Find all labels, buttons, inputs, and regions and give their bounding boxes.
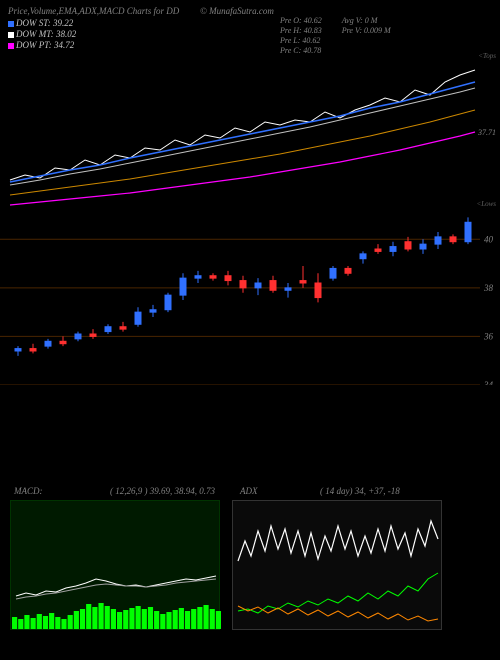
line-price-label: 37.71: [478, 128, 496, 137]
legend-marker-icon: [8, 21, 14, 27]
macd-label: MACD:: [14, 486, 43, 496]
legend-item: DOW MT: 38.02: [8, 29, 76, 40]
legend-text: DOW PT: 34.72: [16, 40, 74, 50]
candlestick-chart: 34 36 38 40: [0, 215, 500, 385]
legend-text: DOW MT: 38.02: [16, 29, 76, 39]
adx-label: ADX: [240, 486, 258, 496]
stat-line: Pre L: 40.62: [280, 36, 322, 46]
title-left: Price,Volume,EMA,ADX,MACD Charts for DD: [8, 6, 179, 16]
stat-line: Pre V: 0.009 M: [342, 26, 391, 36]
stat-line: Pre O: 40.62: [280, 16, 322, 26]
macd-panel: [10, 500, 220, 630]
legend-text: DOW ST: 39.22: [16, 18, 73, 28]
adx-panel: [232, 500, 442, 630]
chart-header: Price,Volume,EMA,ADX,MACD Charts for DD …: [0, 4, 500, 44]
adx-values: ( 14 day) 34, +37, -18: [320, 486, 400, 496]
svg-text:40: 40: [484, 234, 494, 244]
legend-marker-icon: [8, 43, 14, 49]
svg-text:38: 38: [483, 283, 494, 293]
svg-text:36: 36: [483, 331, 494, 341]
side-lows: <Lows: [476, 200, 496, 208]
legend-marker-icon: [8, 32, 14, 38]
legend: DOW ST: 39.22DOW MT: 38.02DOW PT: 34.72: [8, 18, 76, 51]
legend-item: DOW ST: 39.22: [8, 18, 76, 29]
stat-line: Avg V: 0 M: [342, 16, 391, 26]
stat-line: Pre H: 40.83: [280, 26, 322, 36]
svg-text:34: 34: [483, 380, 494, 385]
stats-column: Avg V: 0 MPre V: 0.009 M: [342, 16, 391, 36]
price-line-chart: <Tops <Lows 37.71: [0, 50, 500, 210]
macd-values: ( 12,26,9 ) 39.69, 38.94, 0.73: [110, 486, 215, 496]
side-tops: <Tops: [478, 52, 496, 60]
title-right: © MunafaSutra.com: [200, 6, 274, 16]
